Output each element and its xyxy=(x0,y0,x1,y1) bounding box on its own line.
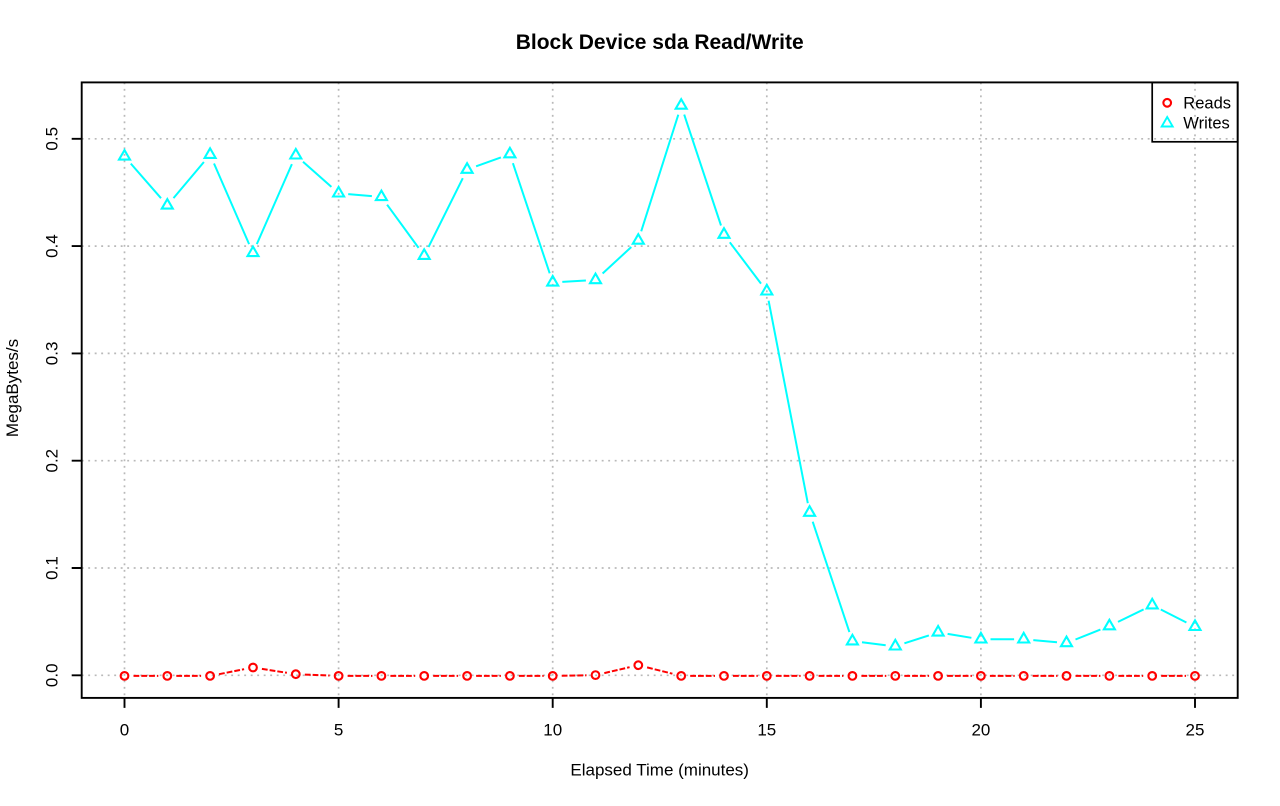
svg-text:Writes: Writes xyxy=(1183,114,1229,132)
svg-text:0.0: 0.0 xyxy=(43,663,62,687)
svg-text:Block Device sda Read/Write: Block Device sda Read/Write xyxy=(516,31,804,54)
svg-text:0.2: 0.2 xyxy=(43,449,62,473)
svg-text:MegaBytes/s: MegaBytes/s xyxy=(3,339,22,437)
svg-text:0.1: 0.1 xyxy=(43,556,62,580)
svg-text:Elapsed Time (minutes): Elapsed Time (minutes) xyxy=(570,761,749,780)
svg-text:Reads: Reads xyxy=(1183,95,1231,113)
svg-text:0.3: 0.3 xyxy=(43,342,62,366)
svg-text:20: 20 xyxy=(971,720,990,739)
svg-text:5: 5 xyxy=(334,720,343,739)
svg-text:0.4: 0.4 xyxy=(43,234,62,258)
svg-text:10: 10 xyxy=(543,720,562,739)
svg-text:15: 15 xyxy=(757,720,776,739)
svg-text:25: 25 xyxy=(1186,720,1205,739)
svg-text:0.5: 0.5 xyxy=(43,127,62,151)
svg-text:0: 0 xyxy=(120,720,129,739)
